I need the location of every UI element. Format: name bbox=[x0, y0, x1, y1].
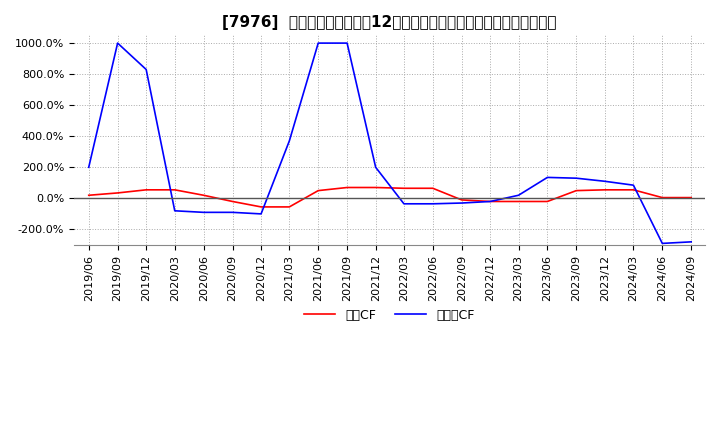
Line: 営業CF: 営業CF bbox=[89, 187, 691, 207]
Title: [7976]  キャッシュフローの12か月移動合計の対前年同期増減率の推移: [7976] キャッシュフローの12か月移動合計の対前年同期増減率の推移 bbox=[222, 15, 557, 30]
Legend: 営業CF, フリーCF: 営業CF, フリーCF bbox=[300, 304, 480, 327]
Line: フリーCF: フリーCF bbox=[89, 43, 691, 243]
